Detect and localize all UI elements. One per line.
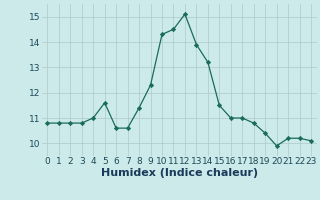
X-axis label: Humidex (Indice chaleur): Humidex (Indice chaleur)	[100, 168, 258, 178]
